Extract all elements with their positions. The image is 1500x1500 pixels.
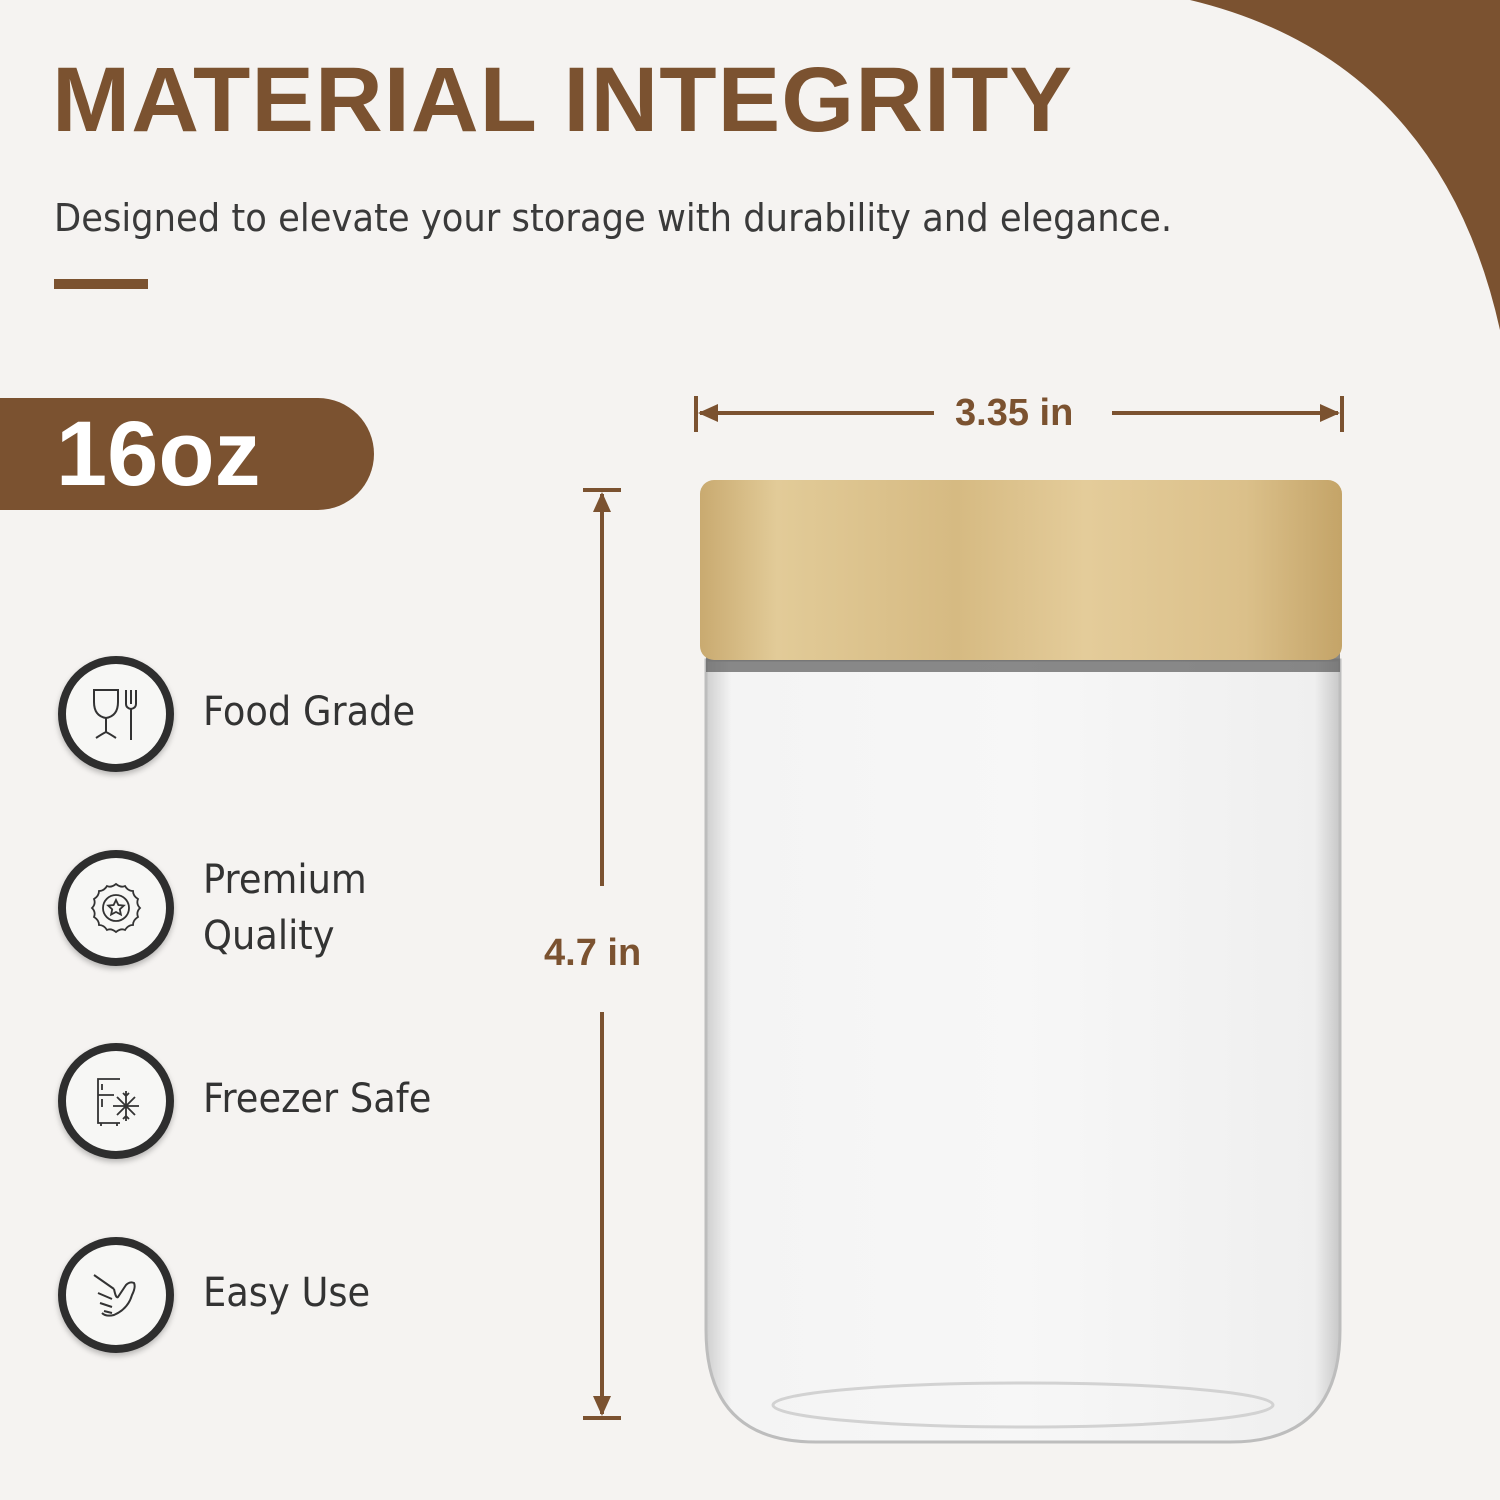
feature-label: Freezer Safe bbox=[203, 1076, 432, 1122]
height-label: 4.7 in bbox=[544, 932, 642, 974]
subtitle: Designed to elevate your storage with du… bbox=[54, 196, 1173, 240]
page-title: MATERIAL INTEGRITY bbox=[52, 49, 1074, 151]
glass-fork-icon bbox=[58, 656, 174, 772]
fridge-snowflake-icon bbox=[58, 1043, 174, 1159]
feature-label: Easy Use bbox=[203, 1270, 371, 1316]
feature-premium-quality: Premium Quality bbox=[58, 850, 518, 966]
hand-gesture-icon bbox=[58, 1237, 174, 1353]
capacity-badge: 16oz bbox=[0, 398, 374, 510]
feature-label-line2: Quality bbox=[203, 913, 335, 959]
feature-freezer-safe: Freezer Safe bbox=[58, 1043, 518, 1159]
width-label: 3.35 in bbox=[955, 392, 1074, 434]
feature-label-line1: Premium bbox=[203, 857, 367, 903]
feature-label: Food Grade bbox=[203, 689, 416, 735]
feature-food-grade: Food Grade bbox=[58, 656, 518, 772]
capacity-label: 16oz bbox=[56, 403, 261, 505]
star-seal-icon bbox=[58, 850, 174, 966]
divider bbox=[54, 279, 148, 289]
feature-easy-use: Easy Use bbox=[58, 1237, 518, 1353]
